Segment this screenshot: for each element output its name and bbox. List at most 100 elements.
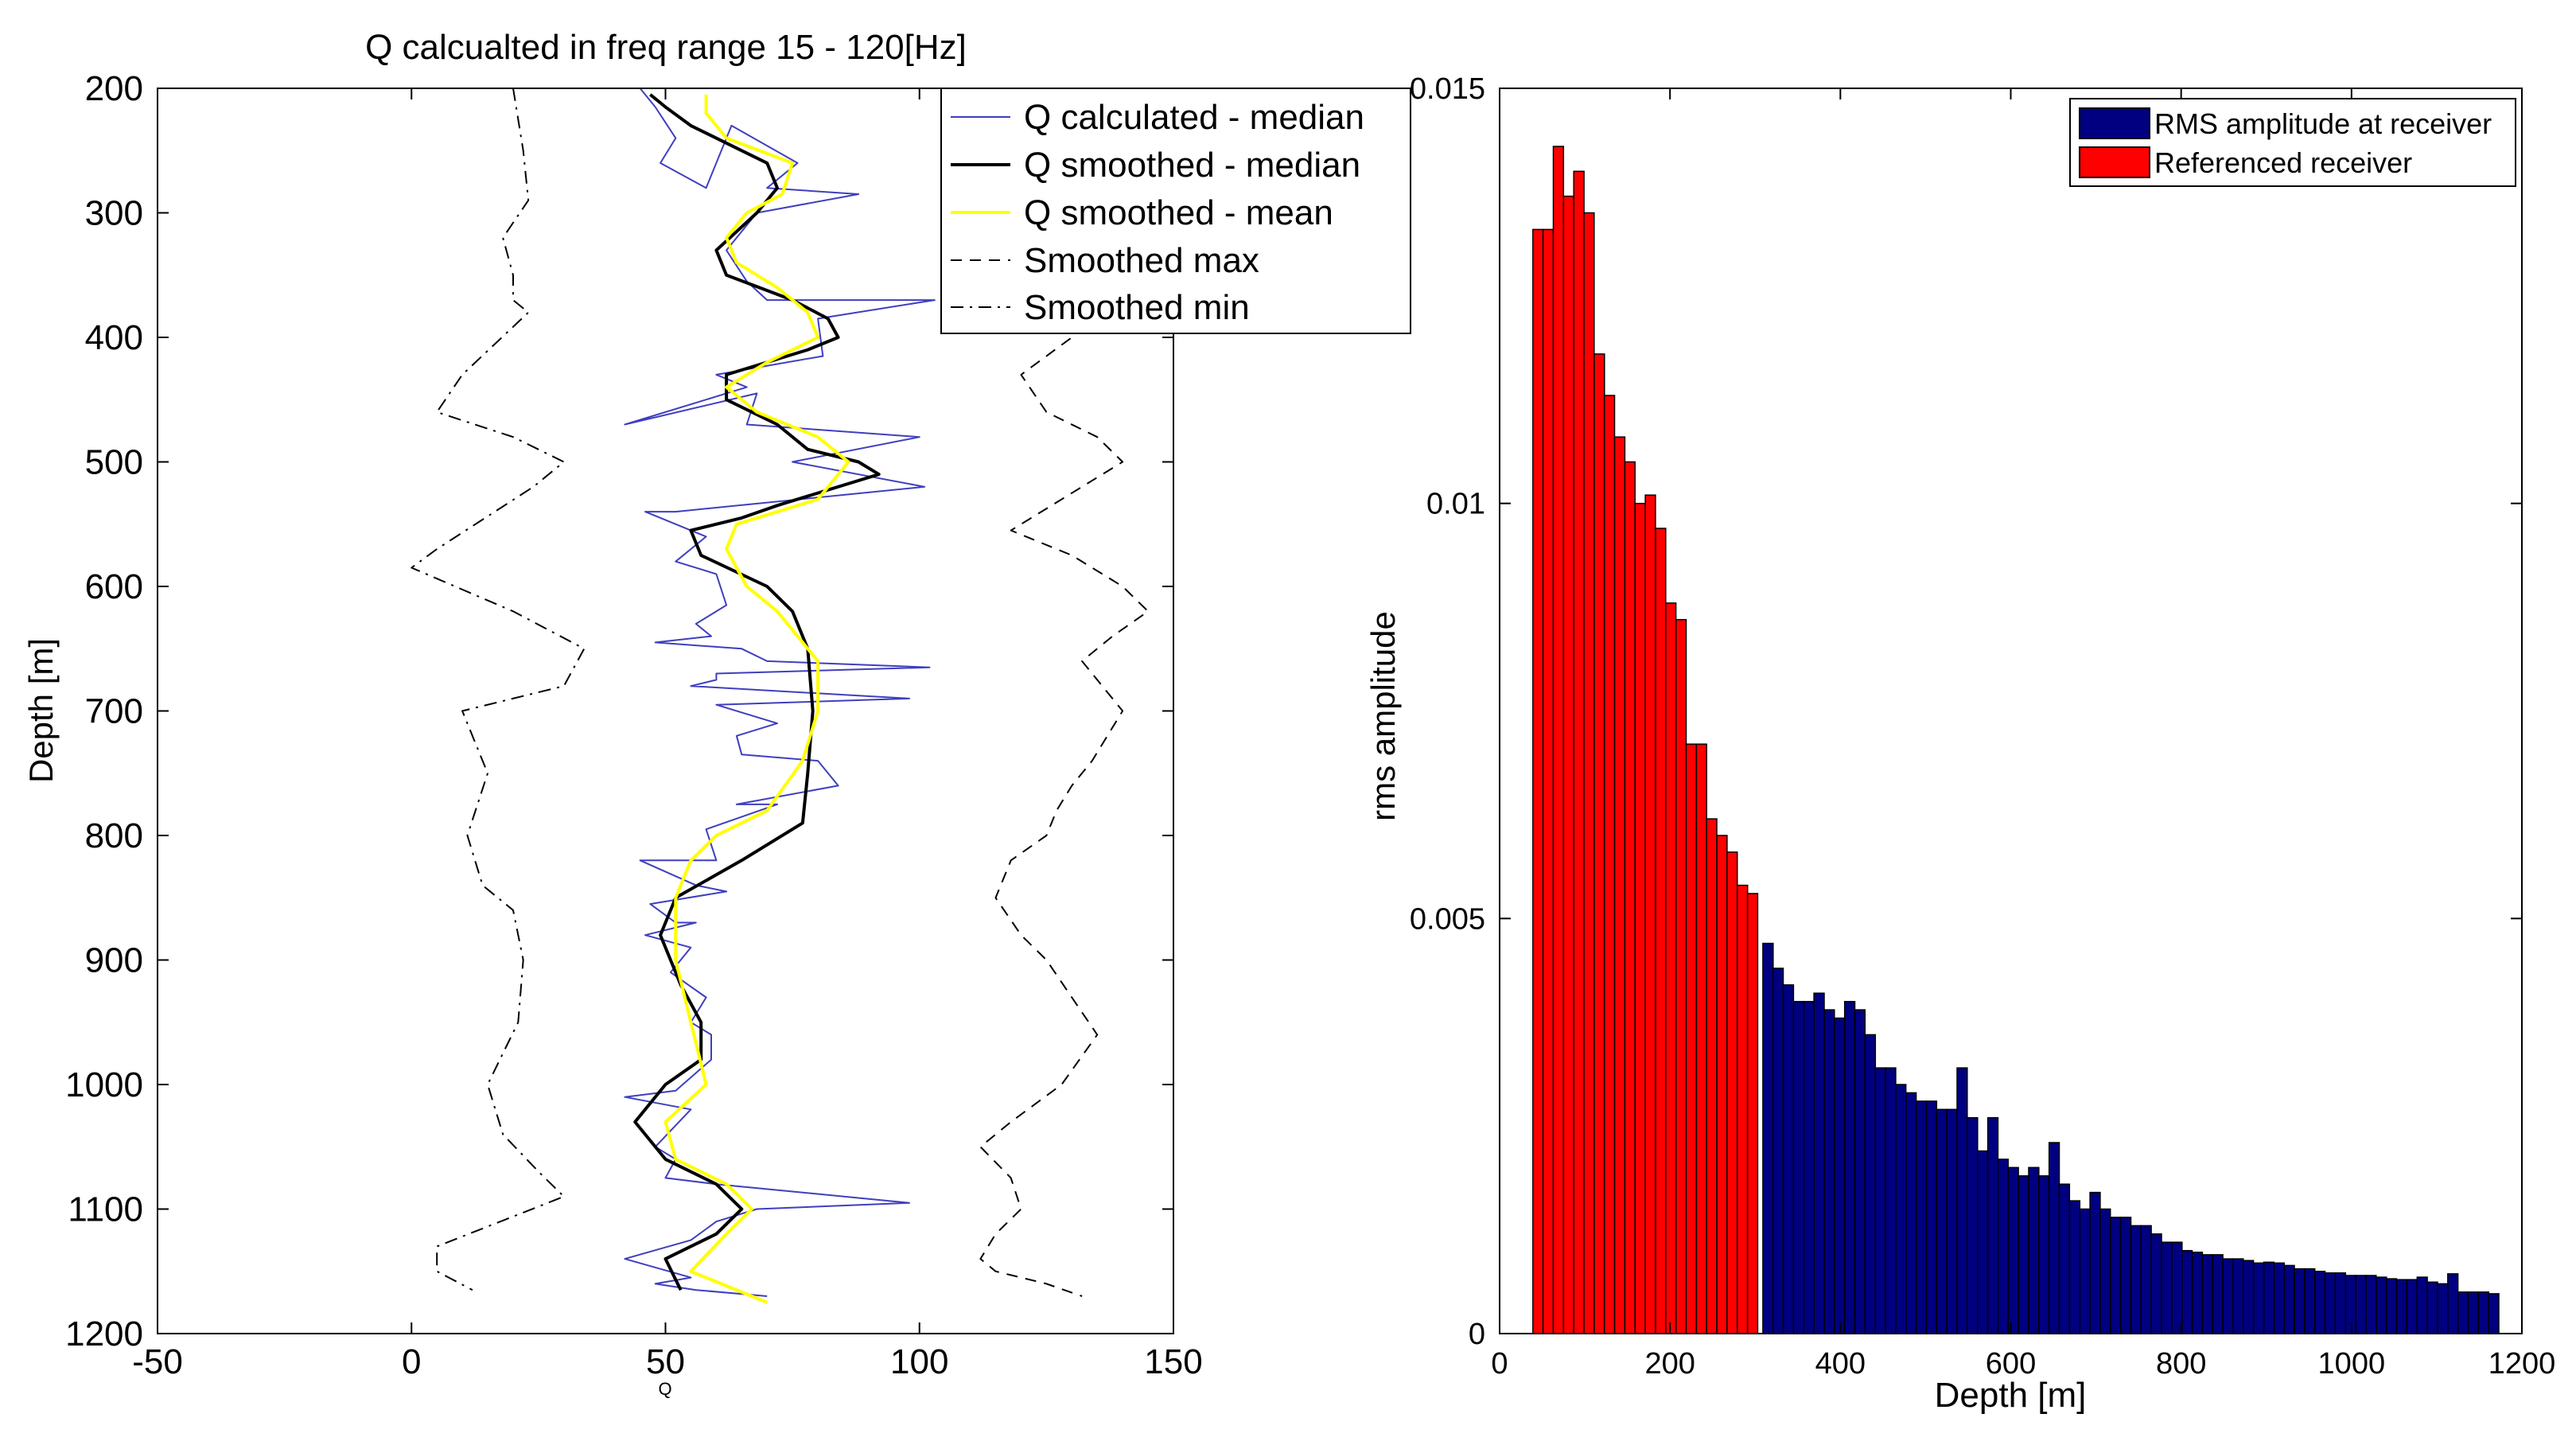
left-y-tick-label: 1000 bbox=[65, 1065, 143, 1104]
bar-rms-amplitude bbox=[1803, 1000, 1815, 1334]
left-legend: Q calculated - median Q smoothed - media… bbox=[940, 88, 1411, 334]
bar-referenced-receiver bbox=[1573, 170, 1585, 1334]
right-x-tick-label: 600 bbox=[1986, 1347, 2036, 1381]
left-x-axis-label: Q bbox=[658, 1379, 671, 1399]
bar-referenced-receiver bbox=[1624, 461, 1636, 1334]
bar-rms-amplitude bbox=[2406, 1279, 2418, 1334]
bar-rms-amplitude bbox=[2068, 1200, 2081, 1334]
bar-referenced-receiver bbox=[1613, 436, 1626, 1334]
bar-rms-amplitude bbox=[2457, 1291, 2469, 1334]
right-bars bbox=[1532, 146, 2500, 1334]
bar-referenced-receiver bbox=[1665, 602, 1677, 1334]
bar-rms-amplitude bbox=[2119, 1217, 2132, 1334]
series-line-q-smoothed-median bbox=[633, 93, 881, 1291]
bar-rms-amplitude bbox=[2283, 1264, 2295, 1334]
bar-referenced-receiver bbox=[1542, 228, 1555, 1334]
right-x-axis-label: Depth [m] bbox=[1935, 1376, 2087, 1415]
series-line-smoothed-min bbox=[411, 88, 586, 1291]
right-axis-ticks: 0 200 400 600 800 1000 1200 0 0.005 0.01 0.015 bbox=[1410, 72, 2555, 1381]
bar-referenced-receiver bbox=[1603, 395, 1616, 1334]
bar-rms-amplitude bbox=[2314, 1271, 2326, 1334]
bar-rms-amplitude bbox=[2426, 1281, 2438, 1334]
right-legend: RMS amplitude at receiver Referenced rec… bbox=[2069, 98, 2516, 187]
left-q-depth-chart: Q calcualted in freq range 15 - 120[Hz] … bbox=[22, 28, 1411, 1399]
left-series-lines bbox=[411, 88, 1150, 1304]
left-x-tick-label: 0 bbox=[402, 1342, 421, 1381]
bar-rms-amplitude bbox=[1997, 1159, 2009, 1334]
bar-rms-amplitude bbox=[1813, 992, 1825, 1334]
bar-rms-amplitude bbox=[2385, 1278, 2398, 1334]
bar-rms-amplitude bbox=[2018, 1175, 2029, 1334]
right-rms-amplitude-chart: 0 200 400 600 800 1000 1200 0 0.005 0.01 0.015 rms… bbox=[1364, 72, 2555, 1415]
left-x-tick-label: 50 bbox=[646, 1342, 685, 1381]
bar-rms-amplitude bbox=[2140, 1225, 2152, 1334]
bar-rms-amplitude bbox=[2273, 1262, 2286, 1334]
right-x-tick-label: 800 bbox=[2156, 1347, 2206, 1381]
bar-rms-amplitude bbox=[1843, 1000, 1856, 1334]
bar-rms-amplitude bbox=[1976, 1150, 1989, 1334]
left-y-tick-label: 600 bbox=[85, 567, 143, 606]
left-y-tick-label: 800 bbox=[85, 816, 143, 855]
bar-rms-amplitude bbox=[1772, 968, 1784, 1334]
bar-rms-amplitude bbox=[2294, 1268, 2306, 1334]
bar-referenced-receiver bbox=[1593, 353, 1605, 1334]
bar-rms-amplitude bbox=[2263, 1261, 2275, 1334]
bar-rms-amplitude bbox=[2344, 1275, 2356, 1334]
bar-rms-amplitude bbox=[2477, 1291, 2490, 1334]
bar-rms-amplitude bbox=[2437, 1283, 2449, 1334]
bar-rms-amplitude bbox=[1986, 1116, 1999, 1334]
bar-rms-amplitude bbox=[2099, 1208, 2111, 1334]
bar-rms-amplitude bbox=[2232, 1258, 2244, 1334]
legend-label-q-smoothed-median: Q smoothed - median bbox=[1024, 146, 1360, 185]
bar-referenced-receiver bbox=[1706, 818, 1718, 1334]
bar-rms-amplitude bbox=[2212, 1254, 2224, 1334]
left-axis-ticks: -50 0 50 100 150 200 300 400 500 600 700 800 900 1000… bbox=[65, 69, 1203, 1381]
left-y-tick-label: 1100 bbox=[68, 1190, 143, 1229]
bar-rms-amplitude bbox=[2324, 1272, 2337, 1334]
bar-rms-amplitude bbox=[2048, 1142, 2060, 1334]
legend-label-rms-amplitude: RMS amplitude at receiver bbox=[2154, 107, 2492, 140]
bar-rms-amplitude bbox=[1905, 1092, 1917, 1334]
bar-rms-amplitude bbox=[2355, 1275, 2367, 1334]
right-x-tick-label: 200 bbox=[1644, 1347, 1695, 1381]
left-x-tick-label: 100 bbox=[890, 1342, 948, 1381]
bar-referenced-receiver bbox=[1552, 146, 1565, 1334]
right-y-axis-label: rms amplitude bbox=[1364, 611, 1402, 821]
legend-label-q-smoothed-mean: Q smoothed - mean bbox=[1024, 193, 1333, 232]
bar-referenced-receiver bbox=[1532, 228, 1544, 1334]
right-y-tick-label: 0 bbox=[1469, 1318, 1485, 1351]
bar-rms-amplitude bbox=[2252, 1262, 2265, 1334]
bar-rms-amplitude bbox=[2079, 1208, 2091, 1334]
legend-label-smoothed-min: Smoothed min bbox=[1024, 288, 1250, 327]
right-x-tick-label: 1200 bbox=[2488, 1347, 2556, 1381]
bar-rms-amplitude bbox=[2304, 1268, 2316, 1334]
legend-swatch-rms-amplitude bbox=[2079, 107, 2150, 139]
bar-rms-amplitude bbox=[2089, 1191, 2101, 1334]
series-line-q-smoothed-mean bbox=[663, 94, 850, 1304]
left-legend-box bbox=[940, 88, 1411, 334]
bar-referenced-receiver bbox=[1562, 195, 1574, 1334]
right-y-tick-label: 0.015 bbox=[1410, 72, 1485, 106]
bar-referenced-receiver bbox=[1634, 502, 1646, 1334]
right-x-tick-label: 400 bbox=[1815, 1347, 1866, 1381]
left-chart-title: Q calcualted in freq range 15 - 120[Hz] bbox=[365, 28, 967, 67]
bar-rms-amplitude bbox=[1854, 1009, 1866, 1334]
bar-rms-amplitude bbox=[1925, 1100, 1938, 1334]
bar-rms-amplitude bbox=[2181, 1249, 2193, 1334]
bar-rms-amplitude bbox=[1823, 1009, 1835, 1334]
bar-referenced-receiver bbox=[1675, 618, 1687, 1334]
right-x-tick-label: 0 bbox=[1491, 1347, 1508, 1381]
right-y-tick-label: 0.01 bbox=[1426, 488, 1485, 521]
right-x-tick-label: 1000 bbox=[2318, 1347, 2386, 1381]
bar-rms-amplitude bbox=[2488, 1293, 2500, 1334]
bar-rms-amplitude bbox=[2365, 1275, 2377, 1334]
left-y-tick-label: 300 bbox=[85, 194, 143, 233]
bar-referenced-receiver bbox=[1655, 528, 1667, 1334]
bar-rms-amplitude bbox=[2447, 1273, 2459, 1334]
right-y-tick-label: 0.005 bbox=[1410, 902, 1485, 936]
left-plot-frame bbox=[157, 88, 1174, 1334]
bar-rms-amplitude bbox=[1956, 1067, 1968, 1334]
bar-rms-amplitude bbox=[2028, 1166, 2040, 1334]
right-plot-frame bbox=[1499, 88, 2523, 1334]
